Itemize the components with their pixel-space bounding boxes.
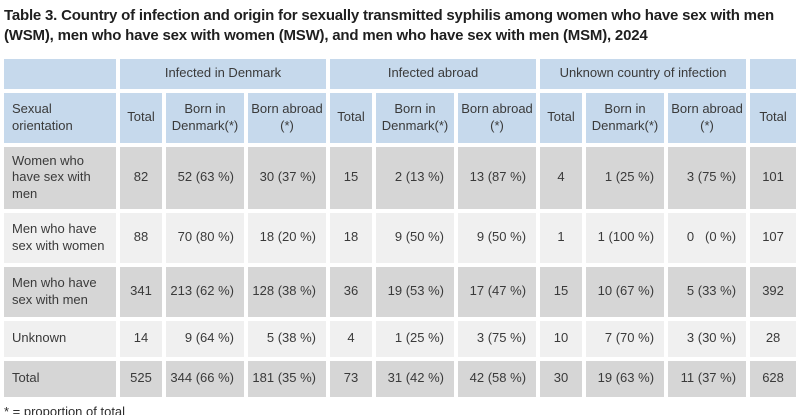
table-row-msw: Men who have sex with women 88 70 (80 %)…: [4, 212, 797, 263]
cell: 15: [540, 266, 583, 317]
corner-label: Sexual orientation: [4, 92, 116, 143]
col-header-born-in-denmark: Born in Denmark(*): [376, 92, 454, 143]
table-row-total: Total 525 344 (66 %) 181 (35 %) 73 31 (4…: [4, 360, 797, 397]
syphilis-country-of-infection-table: Infected in Denmark Infected abroad Unkn…: [0, 55, 800, 401]
cell: 30 (37 %): [248, 146, 326, 209]
group-header-infected-abroad: Infected abroad: [330, 58, 537, 89]
cell: 341: [120, 266, 162, 317]
cell: 392: [750, 266, 797, 317]
cell: 3 (30 %): [668, 320, 747, 357]
cell: 9 (50 %): [458, 212, 537, 263]
cell: 52 (63 %): [166, 146, 244, 209]
cell: 9 (64 %): [166, 320, 244, 357]
cell: 2 (13 %): [376, 146, 454, 209]
cell: 15: [330, 146, 372, 209]
group-header-unknown-country: Unknown country of infection: [540, 58, 747, 89]
cell: 10: [540, 320, 583, 357]
row-label: Women who have sex with men: [4, 146, 116, 209]
cell: 4: [330, 320, 372, 357]
cell: 213 (62 %): [166, 266, 244, 317]
corner-spacer-cell: [750, 58, 797, 89]
cell: 628: [750, 360, 797, 397]
cell: 525: [120, 360, 162, 397]
cell: 18: [330, 212, 372, 263]
cell: 9 (50 %): [376, 212, 454, 263]
cell: 11 (37 %): [668, 360, 747, 397]
table-row-wsm: Women who have sex with men 82 52 (63 %)…: [4, 146, 797, 209]
row-label: Men who have sex with women: [4, 212, 116, 263]
cell: 5 (38 %): [248, 320, 326, 357]
cell: 70 (80 %): [166, 212, 244, 263]
footnote: * = proportion of total: [4, 403, 126, 415]
cell: 5 (33 %): [668, 266, 747, 317]
corner-spacer-cell: [4, 58, 116, 89]
row-label: Men who have sex with men: [4, 266, 116, 317]
cell: 88: [120, 212, 162, 263]
col-header-grand-total: Total: [750, 92, 797, 143]
cell: 1 (100 %): [586, 212, 665, 263]
col-header-born-in-denmark: Born in Denmark(*): [166, 92, 244, 143]
cell: 18 (20 %): [248, 212, 326, 263]
table-row-msm: Men who have sex with men 341 213 (62 %)…: [4, 266, 797, 317]
col-header-total: Total: [120, 92, 162, 143]
col-header-born-abroad: Born abroad (*): [458, 92, 537, 143]
cell: 31 (42 %): [376, 360, 454, 397]
sub-header-row: Sexual orientation Total Born in Denmark…: [4, 92, 797, 143]
cell: 36: [330, 266, 372, 317]
cell: 1 (25 %): [376, 320, 454, 357]
col-header-born-abroad: Born abroad (*): [668, 92, 747, 143]
cell: 14: [120, 320, 162, 357]
cell: 19 (53 %): [376, 266, 454, 317]
group-header-infected-in-denmark: Infected in Denmark: [120, 58, 326, 89]
cell: 1 (25 %): [586, 146, 665, 209]
table-title: Table 3. Country of infection and origin…: [4, 7, 774, 45]
cell: 0 (0 %): [668, 212, 747, 263]
cell: 10 (67 %): [586, 266, 665, 317]
cell: 82: [120, 146, 162, 209]
group-header-row: Infected in Denmark Infected abroad Unkn…: [4, 58, 797, 89]
col-header-born-in-denmark: Born in Denmark(*): [586, 92, 665, 143]
cell: 344 (66 %): [166, 360, 244, 397]
cell: 19 (63 %): [586, 360, 665, 397]
table-row-unknown: Unknown 14 9 (64 %) 5 (38 %) 4 1 (25 %) …: [4, 320, 797, 357]
col-header-total: Total: [540, 92, 583, 143]
cell: 1: [540, 212, 583, 263]
cell: 28: [750, 320, 797, 357]
cell: 3 (75 %): [458, 320, 537, 357]
cell: 181 (35 %): [248, 360, 326, 397]
row-label: Total: [4, 360, 116, 397]
cell: 128 (38 %): [248, 266, 326, 317]
cell: 73: [330, 360, 372, 397]
col-header-total: Total: [330, 92, 372, 143]
cell: 42 (58 %): [458, 360, 537, 397]
cell: 17 (47 %): [458, 266, 537, 317]
cell: 4: [540, 146, 583, 209]
cell: 30: [540, 360, 583, 397]
row-label: Unknown: [4, 320, 116, 357]
col-header-born-abroad: Born abroad (*): [248, 92, 326, 143]
cell: 101: [750, 146, 797, 209]
cell: 107: [750, 212, 797, 263]
cell: 7 (70 %): [586, 320, 665, 357]
cell: 3 (75 %): [668, 146, 747, 209]
cell: 13 (87 %): [458, 146, 537, 209]
